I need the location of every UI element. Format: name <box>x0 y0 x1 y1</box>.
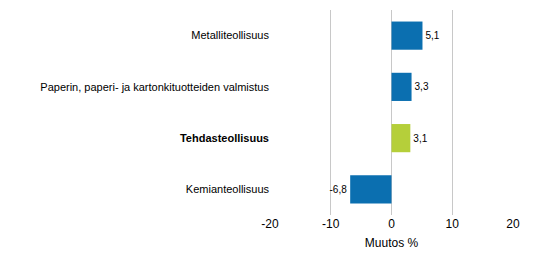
svg-text:0: 0 <box>388 217 395 231</box>
svg-text:Paperin, paperi- ja kartonkitu: Paperin, paperi- ja kartonkituotteiden v… <box>40 81 269 93</box>
svg-text:3,1: 3,1 <box>413 133 427 144</box>
svg-text:Muutos %: Muutos % <box>365 236 419 250</box>
svg-text:20: 20 <box>506 217 520 231</box>
svg-text:-6,8: -6,8 <box>330 184 348 195</box>
svg-text:Metalliteollisuus: Metalliteollisuus <box>191 29 269 41</box>
svg-text:10: 10 <box>446 217 460 231</box>
svg-text:-20: -20 <box>261 217 279 231</box>
svg-text:Kemianteollisuus: Kemianteollisuus <box>186 183 270 195</box>
svg-text:5,1: 5,1 <box>425 30 439 41</box>
svg-text:Tehdasteollisuus: Tehdasteollisuus <box>180 132 269 144</box>
svg-text:-10: -10 <box>322 217 340 231</box>
svg-text:3,3: 3,3 <box>415 81 429 92</box>
